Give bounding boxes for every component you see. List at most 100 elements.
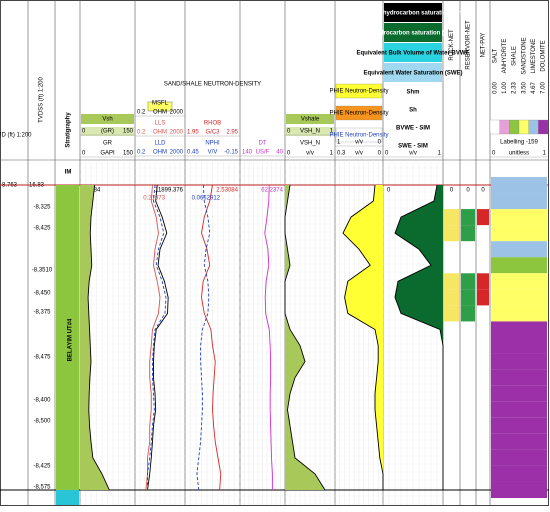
flag-cell — [444, 225, 459, 242]
flag-cell — [477, 209, 489, 226]
curve — [201, 184, 222, 491]
curve-name: LLS — [155, 121, 166, 127]
legend-swatch — [509, 119, 520, 135]
readout: 0.0662912 — [192, 196, 221, 202]
curve — [342, 184, 384, 490]
shade-bg — [286, 127, 334, 136]
legend-swatch — [489, 119, 500, 135]
legend-name: DOLOMITE — [541, 40, 547, 71]
litho-cell — [491, 385, 547, 402]
depth-label: -8,575 — [33, 485, 51, 491]
flag-cell — [444, 273, 459, 290]
legend-code: 1.00 — [502, 82, 508, 94]
legend-code: 7.00 — [541, 82, 547, 94]
strat-title: Stratigraphy — [66, 112, 72, 148]
flag-cell — [477, 289, 489, 306]
scale-min: 0.2 — [137, 150, 146, 156]
litho-cell — [491, 465, 547, 482]
scale-min: 0 — [82, 151, 86, 157]
curve — [87, 184, 110, 491]
curve — [145, 184, 161, 491]
row-label: Sh — [409, 108, 417, 114]
flag-cell — [461, 273, 475, 290]
readout: 62.2374 — [261, 188, 283, 194]
scale-min: 0 — [287, 129, 291, 135]
litho-cell — [491, 433, 547, 450]
depth-label: -8,375 — [33, 310, 51, 316]
scale-unit: V/V — [208, 150, 218, 156]
scale-min: 0 — [492, 151, 496, 157]
legend-name: SHALE — [512, 46, 518, 66]
scale-unit: GAPI — [100, 151, 115, 157]
litho-cell — [491, 305, 547, 322]
curve — [196, 184, 211, 491]
curve-name: GR — [103, 141, 113, 147]
legend-swatch — [538, 119, 549, 135]
scale-max: 1 — [543, 151, 547, 157]
scale-min: 0.3 — [337, 151, 346, 157]
scale-min: 0 — [385, 151, 389, 157]
legend-text: PHIE Neutron-Density — [329, 89, 388, 95]
flag-cell — [461, 225, 475, 242]
scale-max: -0.15 — [224, 150, 238, 156]
litho-cell — [491, 417, 547, 434]
legend-box — [384, 43, 442, 62]
flag-cell — [477, 273, 489, 290]
curve — [147, 184, 167, 490]
strat-unit — [56, 185, 79, 490]
strat-base — [56, 490, 79, 505]
legend-name: SALT — [492, 48, 498, 63]
litho-cell — [491, 193, 547, 210]
legend-name: LIMESTONE — [531, 39, 537, 74]
scale-min: 0.45 — [187, 150, 199, 156]
litho-cell — [491, 337, 547, 354]
strat-unit-label: BELAYIM UT#4 — [68, 318, 74, 361]
scale-unit: v/v — [355, 151, 363, 157]
litho-cell — [491, 209, 547, 226]
litho-cell — [491, 257, 547, 274]
scale-max: 2000 — [170, 110, 184, 116]
scale-min: 1 — [337, 140, 341, 146]
msfl-flag — [147, 101, 173, 112]
legend-box — [335, 83, 383, 99]
flag-title: ROCK-NET — [449, 29, 455, 61]
curve — [147, 184, 169, 491]
flag-title: RESERVOIR-NET — [466, 20, 472, 70]
scale-unit: v/v — [409, 151, 417, 157]
track-title: SAND/SHALE NEUTRON-DENSITY — [164, 82, 261, 88]
litho-cell — [491, 401, 547, 418]
scale-max: 2.95 — [226, 130, 238, 136]
legend-code: 3.50 — [521, 82, 527, 94]
readout: 0 — [450, 188, 454, 194]
legend-swatch — [518, 119, 529, 135]
scale-max: 150 — [123, 151, 134, 157]
legend-box — [384, 3, 442, 22]
scale-max: 2000 — [170, 130, 184, 136]
scale-unit: OHM — [153, 110, 167, 116]
curve-fill — [80, 185, 110, 490]
depth-label: -8,400 — [33, 398, 51, 404]
legend-box — [335, 127, 383, 143]
curve-name: VSH_N — [300, 141, 320, 147]
scale-unit: v/v — [306, 151, 314, 157]
scale-unit: unitless — [509, 151, 529, 157]
legend-name: ANHYDRITE — [502, 39, 508, 74]
depth-label: -8,425 — [33, 226, 51, 232]
scale-unit: (GR) — [101, 129, 114, 135]
readout: 0.21973 — [143, 196, 165, 202]
flag-cell — [461, 305, 475, 322]
readout: 0 — [387, 188, 391, 194]
legend-code: 2.33 — [512, 82, 518, 94]
flag-title: NET-PAY — [481, 33, 487, 58]
tvd-readout: 16.83 — [29, 183, 45, 189]
flag-cell — [461, 209, 475, 226]
curve-name: RHOB — [204, 121, 221, 127]
legend-code: 0.00 — [492, 82, 498, 94]
flag-cell — [444, 305, 459, 322]
depth-label: -8,3510 — [32, 268, 53, 274]
scale-min: 0.2 — [137, 130, 146, 136]
readout: 11899.376 — [155, 188, 184, 194]
scale-min: 140 — [242, 150, 253, 156]
depth-label: -8,500 — [33, 419, 51, 425]
litho-cell — [491, 353, 547, 370]
